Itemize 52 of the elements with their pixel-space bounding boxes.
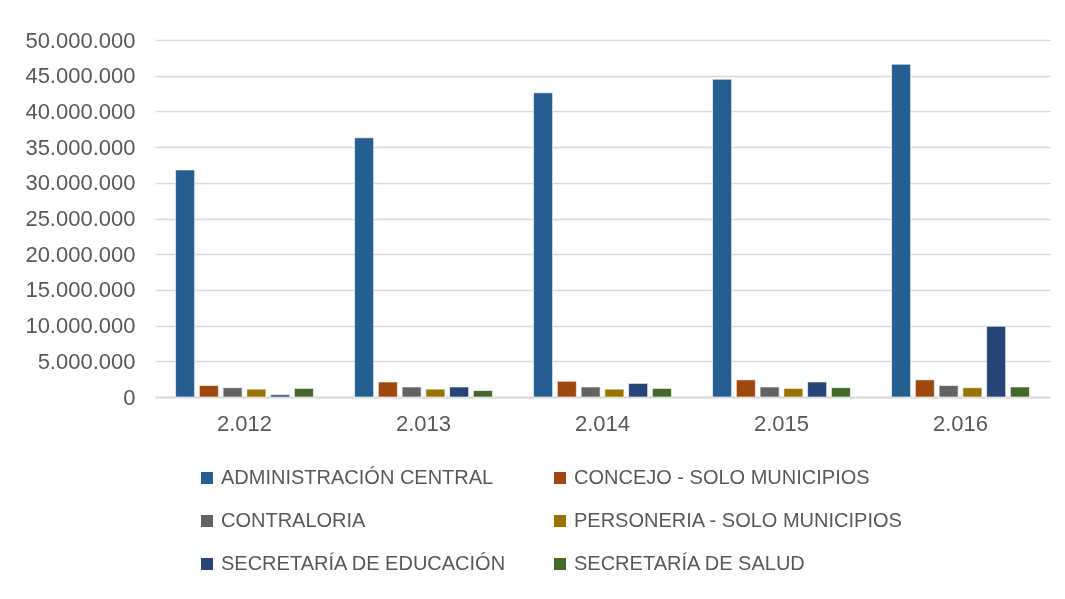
bar [294, 388, 314, 398]
bar [222, 387, 243, 398]
y-tick-label: 45.000.000 [25, 63, 136, 89]
bar [175, 169, 195, 398]
bar [938, 385, 959, 398]
y-tick-label: 20.000.000 [25, 241, 136, 267]
bar [807, 381, 827, 398]
x-tick-label: 2.013 [395, 410, 452, 436]
legend-label: CONCEJO - SOLO MUNICIPIOS [574, 466, 870, 488]
bar [986, 326, 1006, 398]
x-tick-label: 2.015 [753, 410, 810, 436]
bar [652, 388, 672, 398]
x-tick-label: 2.016 [932, 410, 989, 436]
legend-label: SECRETARÍA DE EDUCACIÓN [221, 552, 506, 574]
bar [270, 394, 290, 398]
bar [246, 388, 267, 398]
bar [401, 386, 422, 398]
bar [736, 379, 756, 398]
y-tick-label: 30.000.000 [25, 170, 136, 196]
y-tick-label: 15.000.000 [25, 277, 136, 303]
bar [891, 63, 911, 398]
bar [783, 388, 804, 398]
bar [580, 386, 601, 398]
bar [1010, 386, 1030, 398]
bar [449, 386, 469, 398]
y-tick-label: 25.000.000 [25, 206, 136, 231]
y-tick-label: 40.000.000 [25, 98, 136, 124]
bar [378, 381, 398, 398]
bar [962, 387, 983, 398]
y-tick-label: 5.000.000 [37, 348, 136, 374]
x-tick-label: 2.012 [216, 410, 273, 436]
y-tick-label: 0 [123, 384, 136, 410]
legend-label: SECRETARÍA DE SALUD [574, 552, 805, 574]
bar [425, 388, 446, 398]
bar [533, 92, 553, 398]
bar [915, 379, 935, 398]
y-tick-label: 50.000.000 [25, 27, 136, 53]
y-tick-label: 10.000.000 [25, 313, 136, 339]
bar [604, 388, 625, 398]
bar [199, 385, 219, 398]
bar [831, 387, 851, 398]
x-tick-label: 2.014 [574, 410, 631, 436]
bar [759, 386, 780, 398]
bar [354, 137, 374, 398]
bar [628, 383, 648, 398]
legend-label: CONTRALORIA [221, 509, 367, 531]
bar [712, 78, 732, 398]
bar [473, 390, 493, 398]
y-tick-label: 35.000.000 [25, 134, 136, 160]
legend-label: PERSONERIA - SOLO MUNICIPIOS [574, 509, 902, 531]
bar [557, 380, 577, 398]
legend-label: ADMINISTRACIÓN CENTRAL [221, 466, 494, 488]
